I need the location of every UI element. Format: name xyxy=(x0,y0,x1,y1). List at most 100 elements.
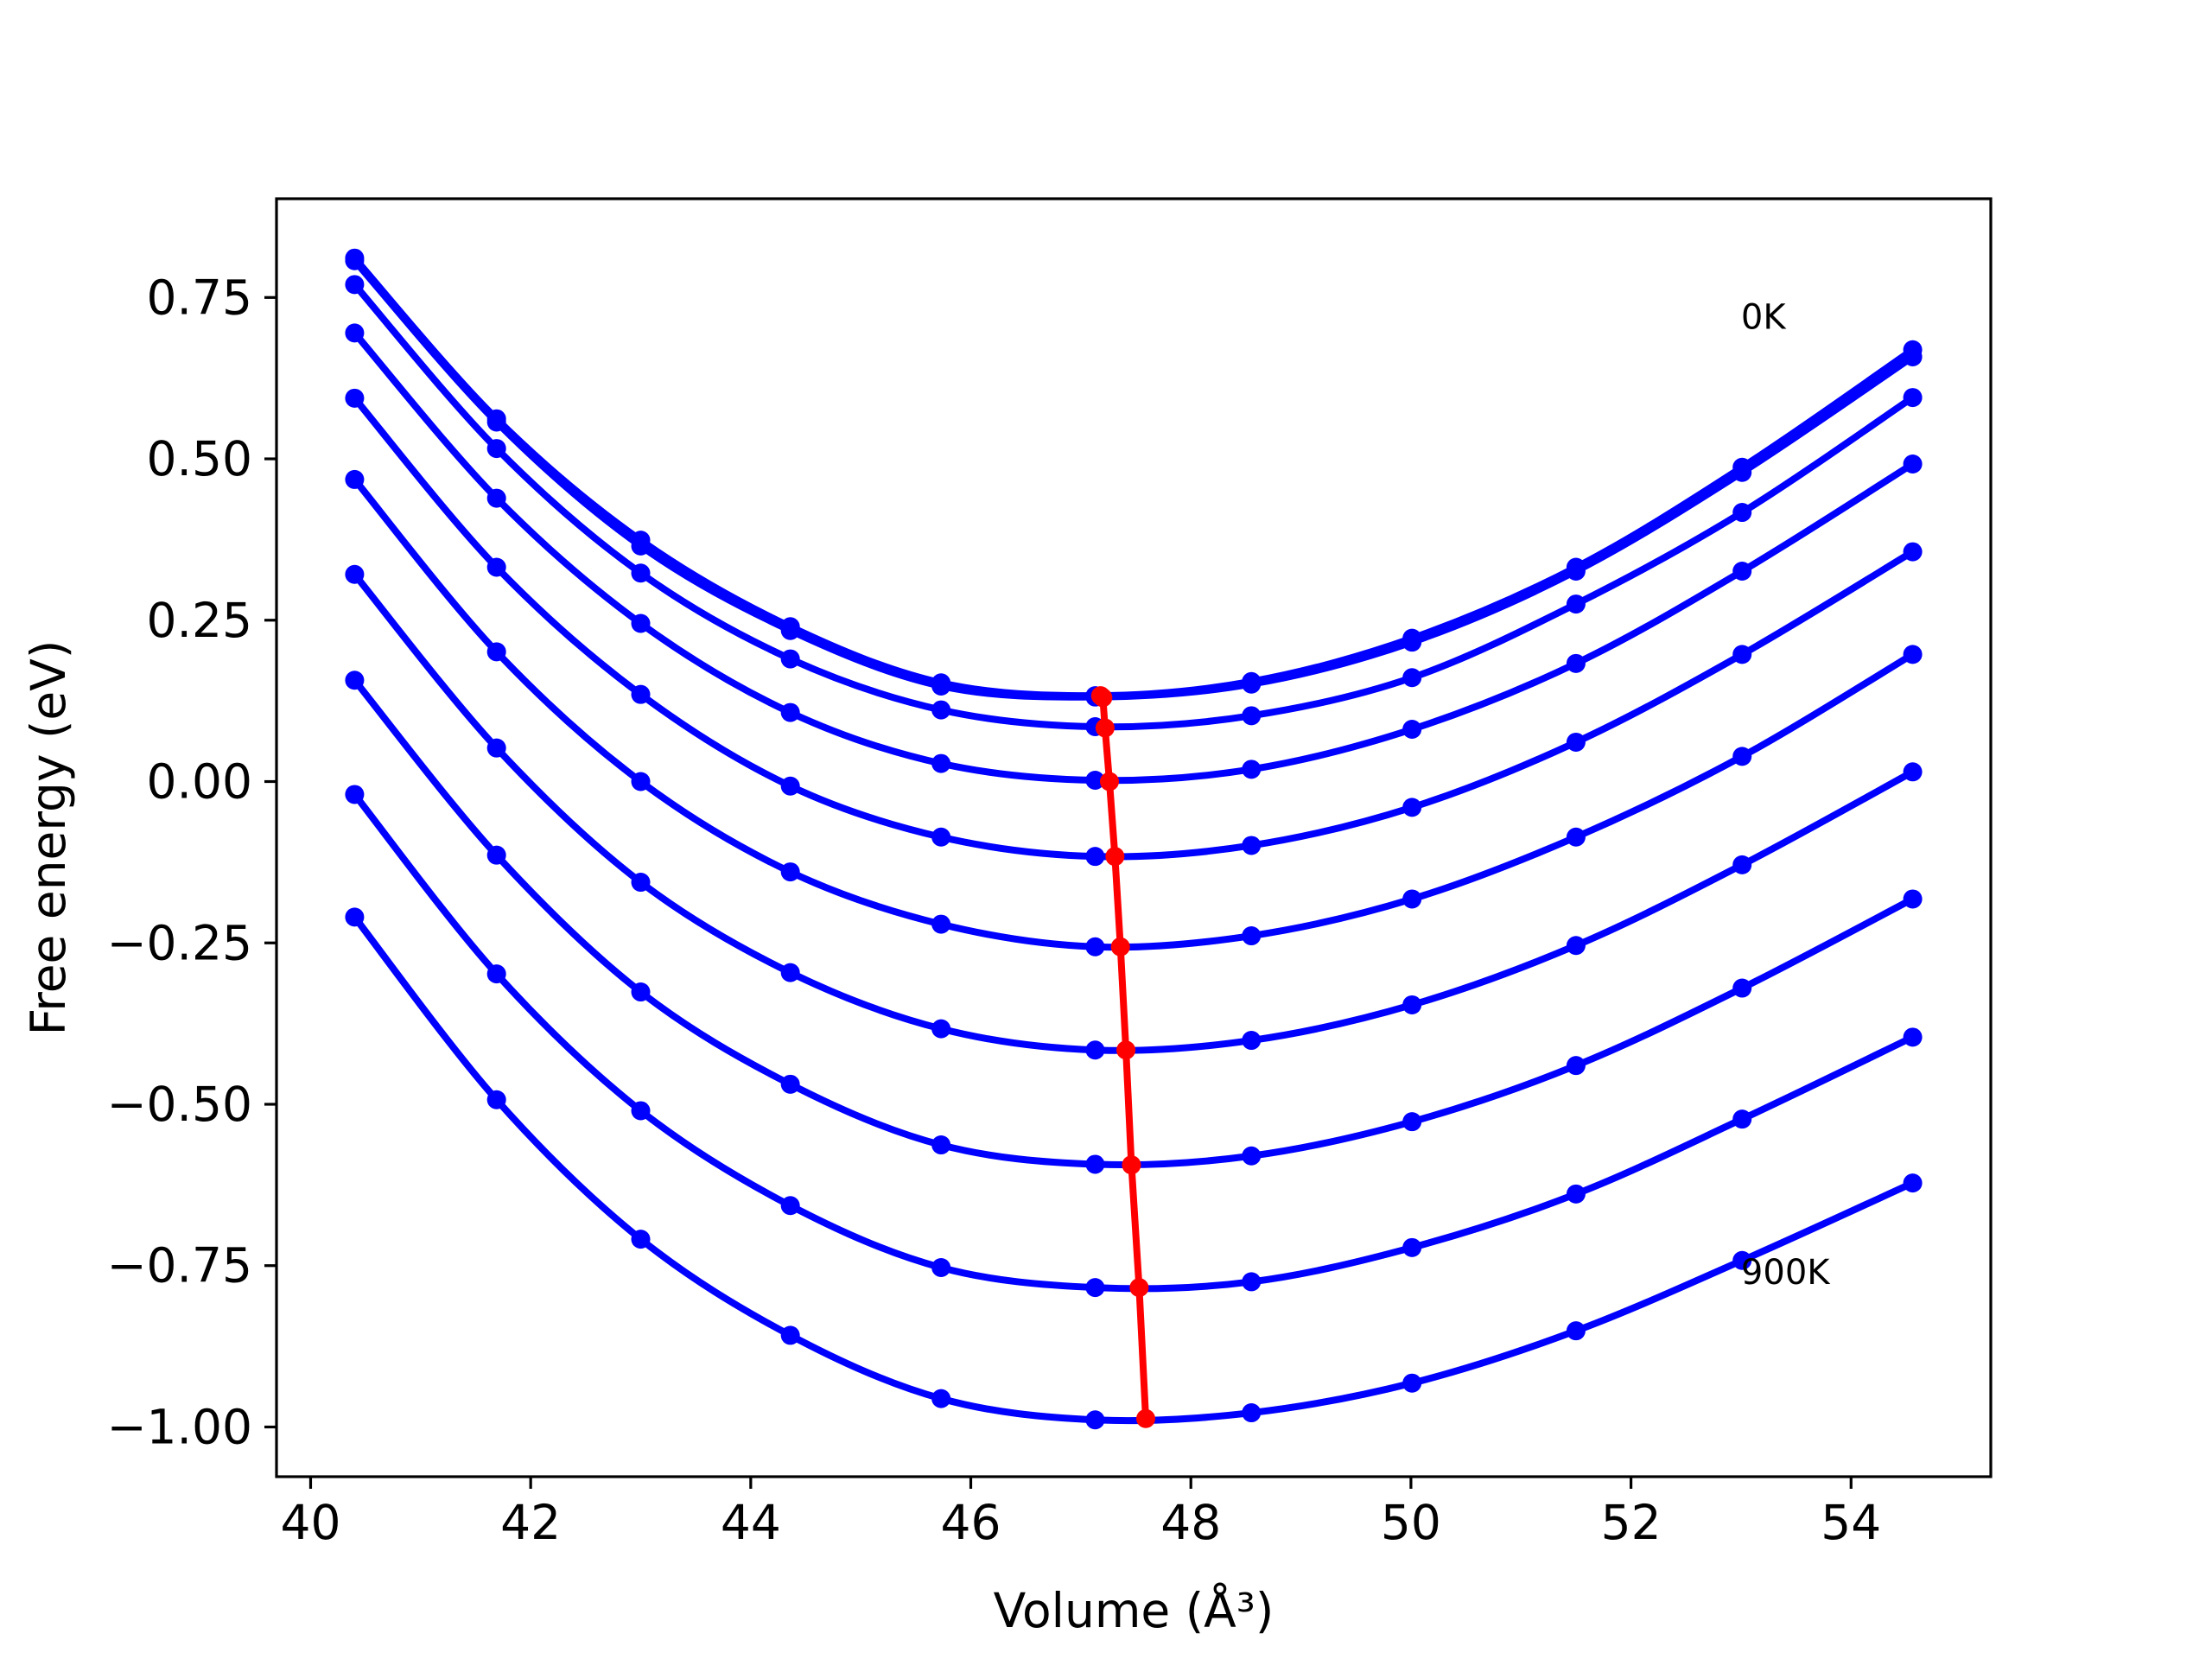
curve-point-5-8 xyxy=(1566,827,1586,847)
curve-point-3-0 xyxy=(345,323,365,343)
curve-point-6-9 xyxy=(1732,855,1752,874)
curve-point-6-10 xyxy=(1903,762,1923,782)
curve-point-2-7 xyxy=(1402,668,1422,688)
curve-point-5-6 xyxy=(1242,926,1262,946)
curve-point-9-4 xyxy=(931,1389,951,1408)
curve-point-5-0 xyxy=(345,469,365,489)
minima-layer xyxy=(1090,686,1156,1428)
curve-point-2-10 xyxy=(1903,388,1923,408)
annotation-0k: 0K xyxy=(1741,298,1787,338)
curve-point-5-1 xyxy=(486,642,506,662)
curve-point-5-10 xyxy=(1903,645,1923,664)
curve-point-9-3 xyxy=(780,1325,800,1345)
curve-point-4-0 xyxy=(345,388,365,408)
curve-point-5-7 xyxy=(1402,889,1422,909)
minimum-point-7 xyxy=(1122,1155,1141,1175)
curve-point-6-4 xyxy=(931,1019,951,1039)
curve-point-3-7 xyxy=(1402,720,1422,740)
x-axis-label: Volume (Å³) xyxy=(994,1582,1274,1638)
curve-point-9-10 xyxy=(1903,1173,1923,1193)
curve-point-8-0 xyxy=(345,785,365,804)
curve-point-9-7 xyxy=(1402,1373,1422,1393)
curve-point-6-2 xyxy=(631,873,651,893)
curve-point-6-1 xyxy=(486,738,506,758)
curve-point-3-6 xyxy=(1242,760,1262,779)
curve-point-4-8 xyxy=(1566,732,1586,752)
curve-point-9-2 xyxy=(631,1230,651,1249)
curve-point-7-0 xyxy=(345,671,365,690)
minimum-point-5 xyxy=(1110,937,1130,957)
x-tick-label: 42 xyxy=(500,1495,561,1550)
curve-point-4-7 xyxy=(1402,798,1422,817)
curve-point-4-6 xyxy=(1242,836,1262,855)
y-tick-label: −1.00 xyxy=(106,1399,252,1454)
curve-point-2-1 xyxy=(486,439,506,459)
curve-point-3-3 xyxy=(780,702,800,722)
minimum-point-4 xyxy=(1105,847,1125,867)
curve-point-9-0 xyxy=(345,907,365,927)
minimum-point-1 xyxy=(1093,688,1113,708)
curve-point-4-9 xyxy=(1732,645,1752,664)
curve-point-9-9 xyxy=(1732,1250,1752,1270)
minimum-point-6 xyxy=(1116,1040,1136,1060)
curve-point-2-8 xyxy=(1566,594,1586,614)
curve-point-8-5 xyxy=(1085,1278,1105,1298)
curve-point-7-1 xyxy=(486,845,506,865)
curve-point-8-6 xyxy=(1242,1272,1262,1292)
curve-point-9-8 xyxy=(1566,1321,1586,1341)
curve-point-5-9 xyxy=(1732,747,1752,766)
curve-point-4-2 xyxy=(631,684,651,704)
x-axis-ticks: 40 42 44 46 48 50 52 54 xyxy=(280,1477,1881,1550)
curve-point-6-8 xyxy=(1566,936,1586,956)
curve-point-7-10 xyxy=(1903,889,1923,909)
curve-point-1-10 xyxy=(1903,347,1923,367)
curve-point-1-4 xyxy=(931,676,951,696)
curve-point-6-0 xyxy=(345,564,365,584)
curve-point-9-1 xyxy=(486,1090,506,1109)
curve-point-4-1 xyxy=(486,557,506,577)
curve-point-7-7 xyxy=(1402,1112,1422,1132)
curve-point-1-0 xyxy=(345,251,365,270)
curve-point-3-4 xyxy=(931,753,951,773)
curve-point-1-7 xyxy=(1402,632,1422,652)
x-tick-label: 46 xyxy=(941,1495,1001,1550)
curve-point-8-8 xyxy=(1566,1184,1586,1204)
curve-point-8-4 xyxy=(931,1257,951,1277)
curve-point-4-5 xyxy=(1085,847,1105,867)
x-tick-label: 54 xyxy=(1821,1495,1881,1550)
curve-point-8-2 xyxy=(631,1101,651,1121)
curves-layer xyxy=(345,248,1923,1430)
curve-point-3-9 xyxy=(1732,562,1752,582)
annotation-900k: 900K xyxy=(1741,1253,1831,1293)
curve-point-7-4 xyxy=(931,1135,951,1155)
curve-point-5-2 xyxy=(631,772,651,791)
annotations-layer: 0K 900K xyxy=(1741,298,1831,1294)
curve-point-8-1 xyxy=(486,964,506,984)
axes-frame xyxy=(275,197,1993,1478)
y-tick-label: 0.50 xyxy=(147,431,252,486)
curve-point-5-4 xyxy=(931,914,951,934)
curve-point-5-5 xyxy=(1085,937,1105,957)
curve-point-4-4 xyxy=(931,827,951,847)
y-tick-label: 0.75 xyxy=(147,270,252,325)
curve-point-4-10 xyxy=(1903,542,1923,562)
curve-point-7-9 xyxy=(1732,978,1752,998)
curve-point-9-5 xyxy=(1085,1410,1105,1430)
curve-point-1-2 xyxy=(631,536,651,556)
curve-point-3-10 xyxy=(1903,454,1923,474)
curve-point-6-3 xyxy=(780,963,800,982)
curve-point-1-9 xyxy=(1732,462,1752,482)
y-tick-label: −0.50 xyxy=(106,1077,252,1132)
curve-point-4-3 xyxy=(780,776,800,796)
y-axis-ticks: −1.00 −0.75 −0.50 −0.25 0.00 0.25 0.50 0.75 xyxy=(106,270,276,1454)
curve-point-6-7 xyxy=(1402,995,1422,1014)
y-tick-label: −0.75 xyxy=(106,1238,252,1294)
curve-point-1-1 xyxy=(486,412,506,432)
curve-point-2-0 xyxy=(345,275,365,295)
curve-point-2-3 xyxy=(780,649,800,669)
x-tick-label: 40 xyxy=(280,1495,340,1550)
minima-line xyxy=(1098,693,1150,1419)
minimum-point-8 xyxy=(1129,1278,1149,1298)
